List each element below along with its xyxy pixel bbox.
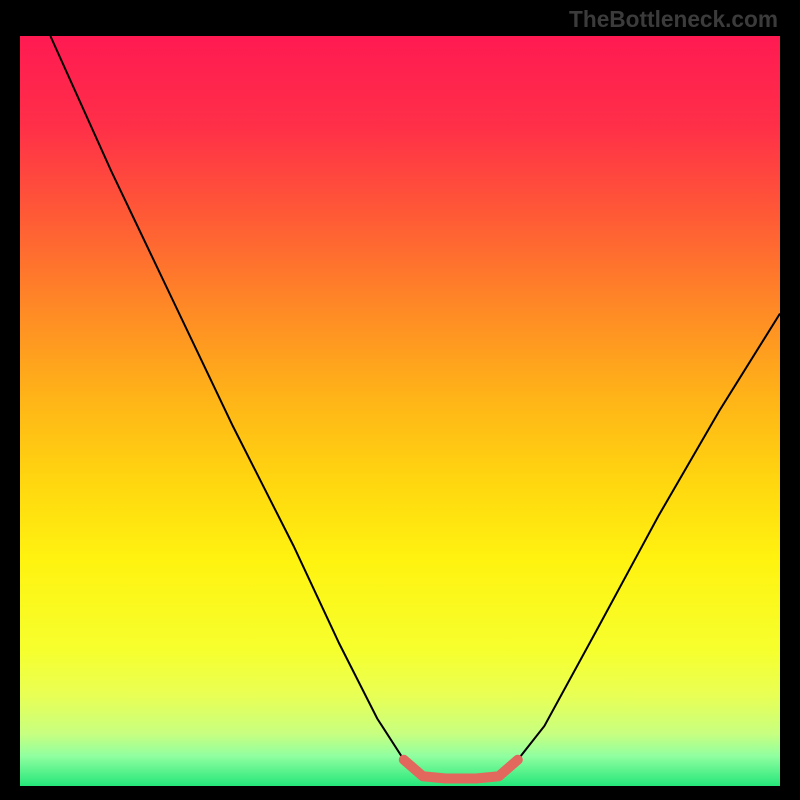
curve-layer — [20, 36, 780, 786]
highlight-basin — [404, 760, 518, 779]
plot-area — [20, 36, 780, 786]
bottleneck-curve — [50, 36, 780, 779]
attribution-text: TheBottleneck.com — [569, 6, 778, 33]
chart-frame: TheBottleneck.com — [0, 0, 800, 800]
